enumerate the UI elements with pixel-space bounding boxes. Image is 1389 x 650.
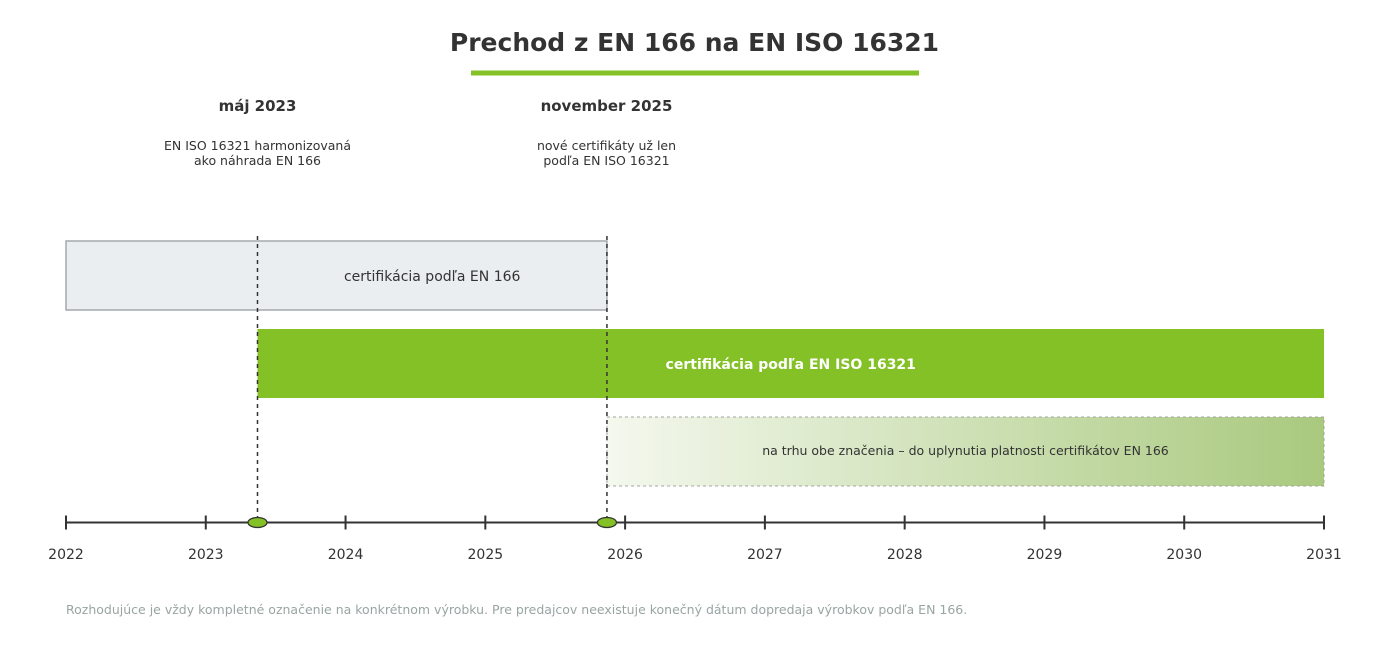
bar-both-markings-label: na trhu obe značenia – do uplynutia plat…: [762, 443, 1169, 458]
milestone-2-desc-line1: nové certifikáty už len: [537, 138, 676, 153]
milestone-1-title: máj 2023: [219, 97, 297, 115]
footnote: Rozhodujúce je vždy kompletné označenie …: [66, 602, 967, 617]
tick-label-2024: 2024: [328, 547, 364, 563]
milestone-labels: máj 2023 EN ISO 16321 harmonizovaná ako …: [164, 97, 676, 168]
milestone-2-title: november 2025: [541, 97, 673, 115]
bar-both-markings: [606, 416, 1325, 487]
tick-label-2031: 2031: [1306, 547, 1342, 563]
tick-label-2023: 2023: [188, 547, 224, 563]
bar-en-iso-16321-label: certifikácia podľa EN ISO 16321: [666, 357, 916, 373]
tick-label-2028: 2028: [887, 547, 923, 563]
milestone-2-desc-line2: podľa EN ISO 16321: [543, 153, 669, 168]
milestone-2-marker: [596, 516, 618, 529]
milestone-1-desc-line1: EN ISO 16321 harmonizovaná: [164, 138, 351, 153]
bar-en166-label: certifikácia podľa EN 166: [344, 269, 521, 285]
tick-label-2025: 2025: [468, 547, 504, 563]
milestone-1-desc-line2: ako náhrada EN 166: [194, 153, 321, 168]
page-title: Prechod z EN 166 na EN ISO 16321: [450, 28, 939, 57]
tick-label-2027: 2027: [747, 547, 783, 563]
tick-label-2026: 2026: [607, 547, 643, 563]
title-underline: [471, 70, 919, 76]
timeline-ticks: 2022 2023 2024 2025 2026 2027 2028 2029 2030 2031: [48, 515, 1342, 563]
milestone-1-marker: [247, 516, 268, 529]
tick-label-2029: 2029: [1027, 547, 1063, 563]
bar-en-iso-16321: [257, 329, 1324, 398]
tick-label-2022: 2022: [48, 547, 84, 563]
bar-en166: [65, 240, 608, 311]
tick-label-2030: 2030: [1166, 547, 1202, 563]
